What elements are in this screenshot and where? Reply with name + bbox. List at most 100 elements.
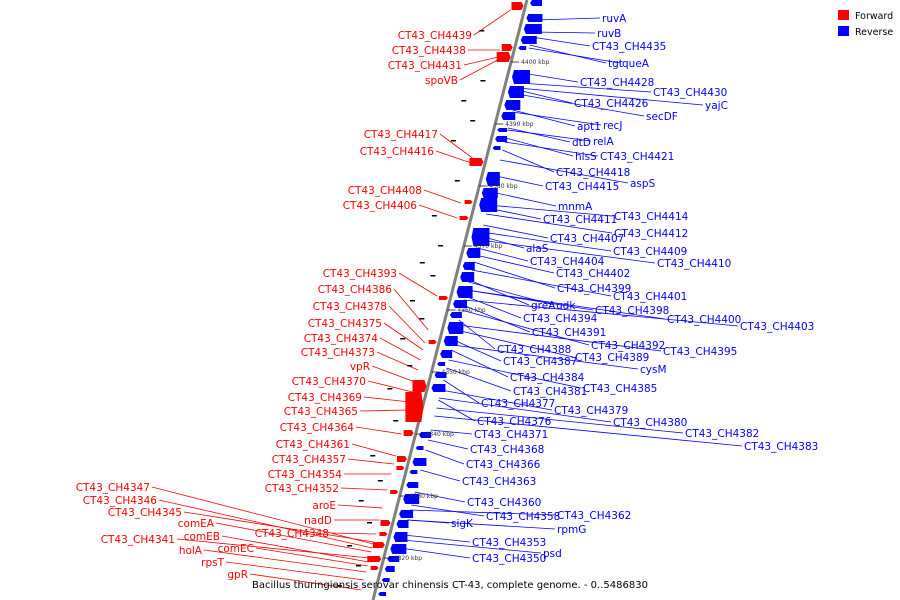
forward-gene-label: CT43_CH4345 [108, 507, 182, 519]
reverse-gene [403, 494, 420, 504]
reverse-gene-label: CT43_CH4411 [543, 214, 617, 226]
forward-connector [363, 396, 410, 403]
reverse-gene-label: CT43_CH4430 [653, 87, 727, 99]
reverse-connector [438, 399, 476, 422]
minor-feature [355, 565, 361, 567]
minor-feature [358, 500, 364, 502]
reverse-gene [497, 128, 508, 132]
minor-feature [400, 338, 406, 340]
reverse-gene [409, 470, 418, 474]
reverse-connector [531, 36, 591, 47]
forward-connector [183, 511, 374, 543]
reverse-gene-label: CT43_CH4407 [550, 233, 624, 245]
forward-gene-label: CT43_CH4431 [388, 60, 462, 72]
forward-gene-label: aroE [312, 500, 336, 512]
forward-connector [383, 322, 424, 351]
reverse-gene-label: greA [531, 300, 556, 312]
forward-gene-label: comEA [178, 518, 215, 530]
legend-label-reverse: Reverse [855, 27, 893, 38]
reverse-gene-label: CT43_CH4350 [472, 553, 546, 565]
reverse-gene-label: CT43_CH4388 [497, 344, 571, 356]
reverse-gene-label: psd [543, 548, 562, 560]
forward-gene [511, 2, 524, 10]
reverse-connector [491, 191, 557, 207]
forward-connector [398, 272, 438, 297]
gene-arrows [367, 0, 543, 596]
reverse-gene-label: CT43_CH4399 [557, 283, 631, 295]
reverse-gene-label: CT43_CH4404 [530, 256, 605, 268]
scale-ticks: 4400 kbp 4390 kbp 4380 kbp 4370 kbp 4360 kbp… [383, 59, 550, 562]
reverse-gene-label: CT43_CH4377 [481, 398, 555, 410]
forward-connector [367, 380, 413, 393]
forward-connector [158, 499, 373, 549]
reverse-connector [456, 329, 574, 358]
forward-gene-label: CT43_CH4352 [265, 483, 339, 495]
reverse-gene [387, 556, 400, 562]
reverse-connector [512, 109, 576, 127]
genome-backbone [371, 0, 529, 600]
reverse-gene-label: alaS [526, 243, 549, 255]
reverse-connector [486, 213, 613, 234]
scale-tick-label: 4380 kbp [489, 183, 517, 190]
reverse-gene [419, 432, 432, 438]
scale-tick-label: 4370 kbp [474, 243, 502, 250]
forward-connector [347, 458, 394, 465]
reverse-connector [522, 72, 579, 83]
reverse-connector [438, 397, 612, 423]
reverse-gene [523, 24, 542, 34]
forward-gene-labels: CT43_CH4439 CT43_CH4438 CT43_CH4431 spoVB CT… [76, 30, 472, 581]
reverse-connector [528, 47, 621, 64]
reverse-connector [462, 304, 531, 333]
reverse-gene [504, 100, 521, 110]
reverse-connector [410, 509, 556, 516]
reverse-gene-label: CT43_CH4382 [685, 428, 759, 440]
scale-tick-label: 4390 kbp [505, 121, 533, 128]
reverse-connector [488, 204, 613, 217]
forward-gene-label: CT43_CH4364 [280, 422, 355, 434]
forward-connector [379, 337, 421, 361]
reverse-gene-label: CT43_CH4366 [466, 459, 541, 471]
minor-feature [419, 318, 425, 320]
reverse-gene-label: CT43_CH4428 [580, 77, 654, 89]
reverse-gene-label: CT43_CH4381 [513, 386, 587, 398]
reverse-connector [457, 324, 662, 352]
reverse-connector [402, 539, 542, 554]
forward-gene [379, 532, 388, 536]
reverse-gene [440, 350, 453, 358]
forward-connector [393, 288, 429, 331]
forward-gene-label: holA [179, 545, 203, 557]
reverse-gene-label: CT43_CH4392 [591, 340, 665, 352]
reverse-gene [466, 248, 481, 258]
forward-gene-label: CT43_CH4348 [255, 528, 329, 540]
reverse-connector [516, 93, 645, 117]
reverse-gene [462, 262, 475, 270]
forward-connector [249, 573, 362, 591]
reverse-gene [415, 446, 424, 450]
forward-gene [469, 158, 484, 166]
forward-gene-label: rpsT [201, 557, 224, 569]
forward-gene-label: CT43_CH4347 [76, 482, 150, 494]
reverse-connector [529, 44, 607, 64]
forward-gene [380, 520, 391, 526]
forward-connector [337, 504, 383, 509]
reverse-gene [434, 372, 447, 378]
minor-feature [370, 455, 376, 457]
reverse-gene-label: CT43_CH4414 [614, 211, 689, 223]
reverse-gene-label: CT43_CH4394 [523, 313, 598, 325]
reverse-gene [460, 272, 475, 282]
reverse-gene-label: CT43_CH4358 [486, 511, 560, 523]
reverse-connector [518, 87, 704, 106]
reverse-connector [400, 547, 471, 559]
reverse-connector [427, 439, 469, 450]
reverse-gene-label: CT43_CH4363 [462, 476, 536, 488]
reverse-gene-label: CT43_CH4402 [556, 268, 630, 280]
reverse-connector [477, 247, 529, 262]
reverse-connector [481, 231, 612, 252]
scale-tick-label: 4360 kbp [457, 307, 485, 314]
reverse-gene-label: queA [622, 58, 650, 70]
reverse-gene [526, 14, 543, 22]
forward-gene [412, 380, 427, 392]
reverse-connector [407, 519, 556, 530]
reverse-gene-label: CT43_CH4383 [744, 441, 818, 453]
